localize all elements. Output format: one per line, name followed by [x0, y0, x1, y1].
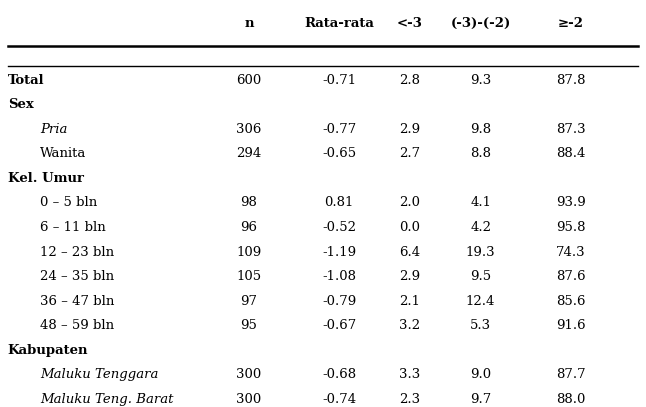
Text: Sex: Sex	[8, 98, 34, 111]
Text: 9.3: 9.3	[470, 74, 491, 87]
Text: 36 – 47 bln: 36 – 47 bln	[40, 295, 114, 308]
Text: -0.68: -0.68	[322, 368, 356, 381]
Text: 4.1: 4.1	[470, 196, 491, 209]
Text: -1.08: -1.08	[322, 270, 356, 283]
Text: 9.0: 9.0	[470, 368, 491, 381]
Text: 87.8: 87.8	[556, 74, 585, 87]
Text: 95: 95	[240, 319, 258, 332]
Text: 300: 300	[236, 368, 262, 381]
Text: 600: 600	[236, 74, 262, 87]
Text: 2.8: 2.8	[399, 74, 421, 87]
Text: 12 – 23 bln: 12 – 23 bln	[40, 245, 114, 258]
Text: Wanita: Wanita	[40, 147, 87, 160]
Text: -1.19: -1.19	[322, 245, 356, 258]
Text: 9.7: 9.7	[470, 393, 491, 406]
Text: 2.9: 2.9	[399, 270, 421, 283]
Text: 9.5: 9.5	[470, 270, 491, 283]
Text: 88.0: 88.0	[556, 393, 585, 406]
Text: 9.8: 9.8	[470, 123, 491, 136]
Text: 294: 294	[236, 147, 262, 160]
Text: 74.3: 74.3	[556, 245, 585, 258]
Text: Maluku Tenggara: Maluku Tenggara	[40, 368, 158, 381]
Text: (-3)-(-2): (-3)-(-2)	[450, 17, 511, 30]
Text: 3.2: 3.2	[399, 319, 421, 332]
Text: -0.65: -0.65	[322, 147, 356, 160]
Text: 87.6: 87.6	[556, 270, 585, 283]
Text: 2.0: 2.0	[399, 196, 421, 209]
Text: -0.77: -0.77	[322, 123, 356, 136]
Text: 85.6: 85.6	[556, 295, 585, 308]
Text: 300: 300	[236, 393, 262, 406]
Text: -0.52: -0.52	[322, 221, 356, 234]
Text: 0.0: 0.0	[399, 221, 421, 234]
Text: 109: 109	[236, 245, 262, 258]
Text: 3.3: 3.3	[399, 368, 421, 381]
Text: 48 – 59 bln: 48 – 59 bln	[40, 319, 114, 332]
Text: 87.3: 87.3	[556, 123, 585, 136]
Text: 97: 97	[240, 295, 258, 308]
Text: 4.2: 4.2	[470, 221, 491, 234]
Text: -0.71: -0.71	[322, 74, 356, 87]
Text: 19.3: 19.3	[466, 245, 495, 258]
Text: 12.4: 12.4	[466, 295, 495, 308]
Text: 306: 306	[236, 123, 262, 136]
Text: 6 – 11 bln: 6 – 11 bln	[40, 221, 106, 234]
Text: 0 – 5 bln: 0 – 5 bln	[40, 196, 98, 209]
Text: 98: 98	[240, 196, 258, 209]
Text: 24 – 35 bln: 24 – 35 bln	[40, 270, 114, 283]
Text: Pria: Pria	[40, 123, 67, 136]
Text: <-3: <-3	[397, 17, 422, 30]
Text: n: n	[244, 17, 254, 30]
Text: ≥-2: ≥-2	[557, 17, 583, 30]
Text: Rata-rata: Rata-rata	[304, 17, 374, 30]
Text: Maluku Teng. Barat: Maluku Teng. Barat	[40, 393, 174, 406]
Text: 96: 96	[240, 221, 258, 234]
Text: 6.4: 6.4	[399, 245, 421, 258]
Text: 2.7: 2.7	[399, 147, 421, 160]
Text: 91.6: 91.6	[556, 319, 585, 332]
Text: Total: Total	[8, 74, 45, 87]
Text: 8.8: 8.8	[470, 147, 491, 160]
Text: 2.9: 2.9	[399, 123, 421, 136]
Text: 87.7: 87.7	[556, 368, 585, 381]
Text: 93.9: 93.9	[556, 196, 585, 209]
Text: 88.4: 88.4	[556, 147, 585, 160]
Text: 2.3: 2.3	[399, 393, 421, 406]
Text: 95.8: 95.8	[556, 221, 585, 234]
Text: -0.67: -0.67	[322, 319, 356, 332]
Text: -0.74: -0.74	[322, 393, 356, 406]
Text: -0.79: -0.79	[322, 295, 356, 308]
Text: 105: 105	[236, 270, 262, 283]
Text: 5.3: 5.3	[470, 319, 491, 332]
Text: 0.81: 0.81	[324, 196, 354, 209]
Text: Kel. Umur: Kel. Umur	[8, 172, 84, 185]
Text: 2.1: 2.1	[399, 295, 421, 308]
Text: Kabupaten: Kabupaten	[8, 344, 89, 357]
